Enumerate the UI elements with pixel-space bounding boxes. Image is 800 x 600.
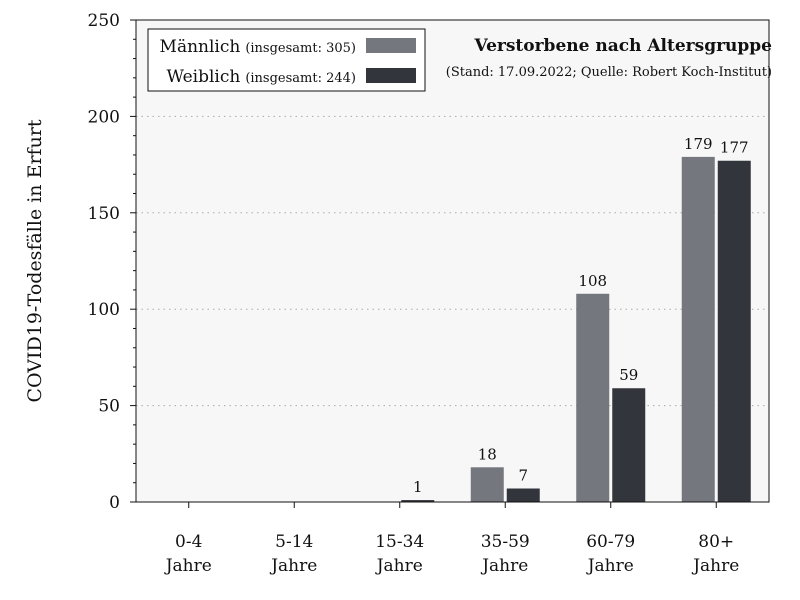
chart-subtitle: (Stand: 17.09.2022; Quelle: Robert Koch-… bbox=[446, 65, 772, 80]
y-axis: 0 50 100 150 200 250 bbox=[88, 11, 136, 513]
bar-male bbox=[576, 293, 610, 502]
bar-male bbox=[470, 467, 504, 502]
legend-swatch-female bbox=[366, 68, 416, 83]
x-tick-label: 60-79 bbox=[586, 532, 635, 552]
data-label: 18 bbox=[478, 445, 497, 463]
legend-female-name: Weiblich bbox=[167, 67, 241, 87]
legend-male-name: Männlich bbox=[160, 37, 241, 57]
y-tick-label: 0 bbox=[109, 493, 120, 513]
y-axis-label: COVID19-Todesfälle in Erfurt bbox=[24, 119, 46, 402]
data-label: 108 bbox=[578, 272, 607, 290]
data-label: 177 bbox=[720, 139, 749, 157]
x-tick-label: 0-4 bbox=[175, 532, 202, 552]
y-tick-label: 200 bbox=[88, 107, 120, 127]
legend: Männlich (insgesamt: 305) Weiblich (insges… bbox=[147, 28, 426, 92]
data-label: 59 bbox=[619, 366, 638, 384]
legend-male-total: (insgesamt: 305) bbox=[245, 41, 356, 56]
data-label: 1 bbox=[413, 478, 423, 496]
x-tick-label: 35-59 bbox=[481, 532, 530, 552]
bar-female bbox=[612, 388, 646, 502]
y-tick-label: 100 bbox=[88, 300, 120, 320]
bar-male bbox=[681, 156, 715, 502]
bars bbox=[401, 156, 751, 502]
data-label: 179 bbox=[684, 135, 713, 153]
legend-entry-male: Männlich (insgesamt: 305) bbox=[160, 37, 356, 57]
x-tick-label: Jahre bbox=[164, 556, 212, 576]
plot-frame bbox=[135, 19, 770, 503]
gridlines bbox=[136, 115, 769, 407]
plot-area bbox=[136, 20, 769, 502]
legend-entry-female: Weiblich (insgesamt: 244) bbox=[167, 67, 356, 87]
y-tick-label: 50 bbox=[98, 397, 120, 417]
x-tick-label: 15-34 bbox=[375, 532, 424, 552]
x-tick-label: Jahre bbox=[586, 556, 634, 576]
data-label: 7 bbox=[518, 467, 528, 485]
x-tick-label: 5-14 bbox=[275, 532, 313, 552]
x-tick-label: Jahre bbox=[691, 556, 739, 576]
legend-swatch-male bbox=[366, 38, 416, 53]
y-tick-label: 250 bbox=[88, 11, 120, 31]
x-tick-label: 80+ bbox=[698, 532, 734, 552]
legend-female-total: (insgesamt: 244) bbox=[245, 71, 356, 86]
chart-title: Verstorbene nach Altersgruppe bbox=[473, 36, 772, 56]
data-labels: 1 18 7 108 59 179 177 bbox=[413, 135, 749, 496]
bar-female bbox=[506, 488, 540, 502]
bar-female bbox=[401, 500, 435, 502]
x-tick-label: Jahre bbox=[480, 556, 528, 576]
y-tick-label: 150 bbox=[88, 204, 120, 224]
x-axis: 0-4 Jahre 5-14 Jahre 15-34 Jahre 35-59 Jahre 60-… bbox=[164, 502, 739, 576]
x-tick-label: Jahre bbox=[269, 556, 317, 576]
x-tick-label: Jahre bbox=[375, 556, 423, 576]
bar-female bbox=[717, 160, 751, 502]
